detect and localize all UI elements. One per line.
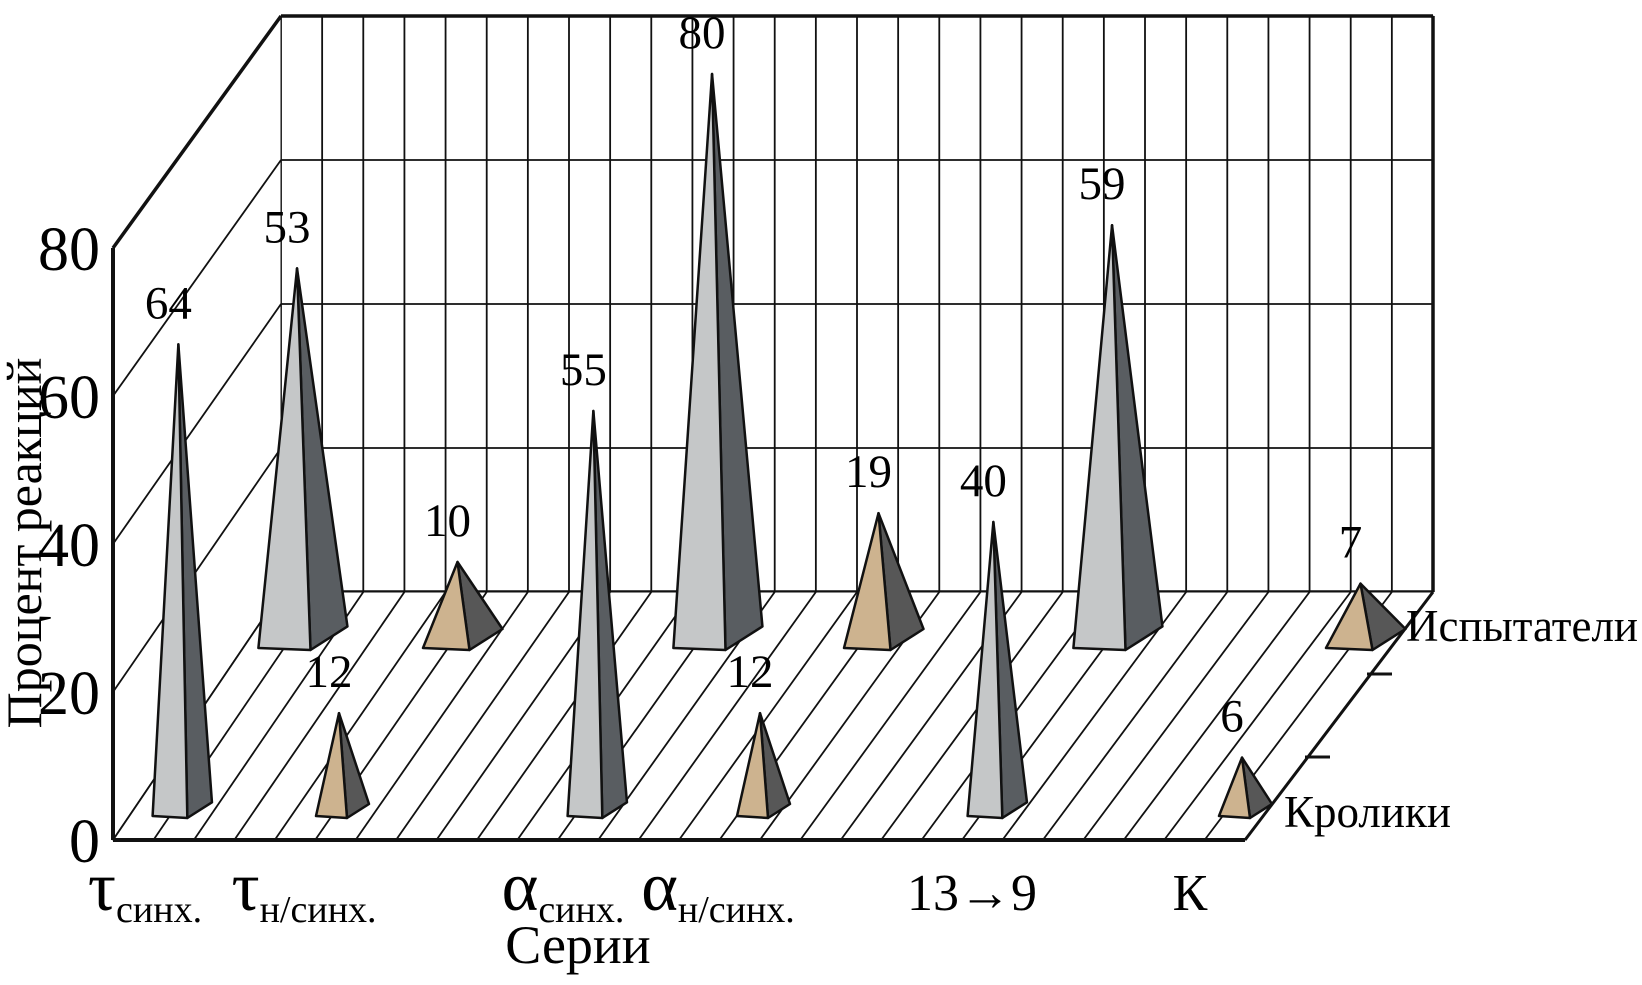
category-label: τн/синх. (231, 849, 376, 931)
y-tick-label: 40 (38, 512, 100, 580)
floor-hatch-line (233, 591, 406, 841)
floor-hatch-line (476, 591, 653, 841)
pyramid-Кролики-4-light-face (966, 520, 1004, 820)
floor-hatch-line (799, 591, 982, 841)
floor-hatch-line (354, 591, 529, 841)
value-label: 40 (960, 455, 1007, 507)
floor-hatch-line (395, 591, 570, 841)
floor-hatch-line (1163, 591, 1352, 841)
y-tick-label: 80 (38, 216, 100, 284)
pyramid-Испытатели-5-light-face (1324, 582, 1374, 652)
pyramid-Кролики-0-light-face (151, 343, 189, 820)
pyramid-Испытатели-0-light-face (257, 267, 312, 652)
side-wall-gridline (111, 14, 283, 250)
floor-hatch-line (1122, 591, 1311, 841)
floor-hatch-line (273, 591, 447, 841)
pyramid-Кролики-3-light-face (735, 711, 770, 820)
category-label: 13→9 (907, 865, 1037, 922)
value-label: 12 (727, 646, 774, 698)
depth-axis-label-front: Кролики (1284, 787, 1451, 837)
value-label: 80 (679, 7, 726, 59)
category-label: К (1173, 865, 1208, 922)
pyramid-Кролики-1-light-face (314, 711, 349, 820)
floor-hatch-line (678, 591, 858, 841)
floor-hatch-line (637, 591, 817, 841)
pyramid-Испытатели-4-light-face (1072, 223, 1127, 652)
x-axis-title: Серии (505, 915, 651, 975)
value-label: 6 (1220, 691, 1244, 743)
y-axis-title: Процент реакций (0, 357, 52, 729)
value-label: 12 (306, 646, 353, 698)
value-label: 19 (845, 446, 892, 498)
y-tick-label: 0 (69, 808, 100, 876)
y-tick-label: 60 (38, 364, 100, 432)
pyramid-Испытатели-2-light-face (672, 72, 727, 652)
floor-hatch-line (1042, 591, 1229, 841)
value-label: 10 (424, 495, 471, 547)
category-label: αн/синх. (641, 849, 795, 931)
floor-hatch-line (1082, 591, 1270, 841)
side-wall-gridline (112, 303, 282, 545)
pyramid-Кролики-2-light-face (566, 409, 604, 820)
pyramid-Испытатели-1-light-face (421, 560, 471, 652)
value-label: 59 (1079, 158, 1126, 210)
value-label: 53 (264, 201, 311, 253)
value-label: 7 (1339, 517, 1363, 569)
floor-hatch-line (880, 591, 1064, 841)
category-label: αсинх. (502, 849, 625, 931)
pyramid-Кролики-5-light-face (1217, 756, 1252, 820)
floor-hatch-line (1243, 591, 1435, 841)
y-tick-label: 20 (38, 660, 100, 728)
depth-axis-label-back: Испытатели (1406, 601, 1638, 651)
value-label: 64 (145, 277, 192, 329)
side-wall-gridline (112, 159, 282, 397)
pyramid-Испытатели-3-light-face (842, 511, 892, 652)
value-label: 55 (560, 344, 607, 396)
side-wall-gridline (112, 447, 282, 693)
floor-hatch-line (1001, 591, 1187, 841)
category-label: τсинх. (88, 849, 202, 931)
